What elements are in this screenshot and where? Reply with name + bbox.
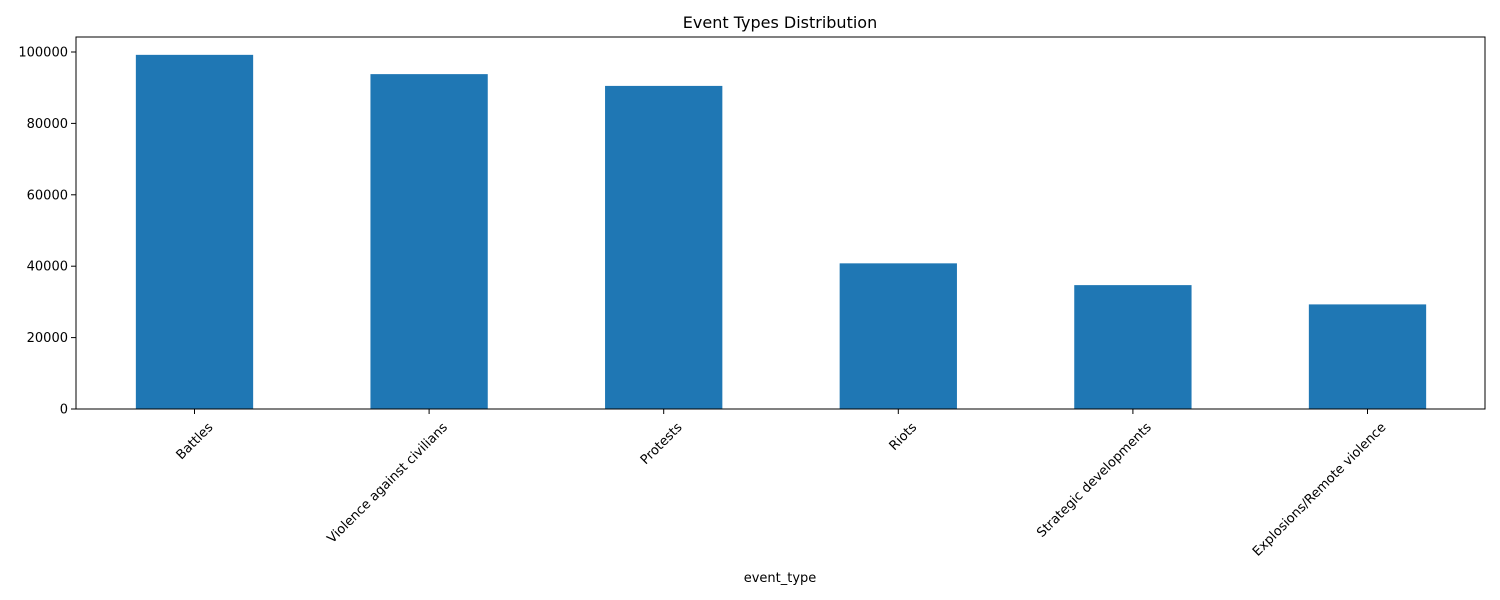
x-tick-label: Protests	[638, 420, 686, 468]
bar-protests	[605, 85, 723, 409]
x-tick-label: Strategic developments	[1034, 420, 1155, 541]
bar-strategic-developments	[1074, 285, 1192, 409]
x-axis-label: event_type	[744, 571, 817, 586]
plot-frame	[75, 36, 1486, 410]
y-axis: 0 20000 40000 60000 80000 100000	[18, 45, 76, 418]
x-tick-label: Explosions/Remote violence	[1250, 420, 1389, 559]
y-tick-label: 40000	[27, 260, 68, 275]
x-axis: Battles Violence against civilians Protest…	[174, 409, 1389, 560]
bar-riots	[839, 263, 957, 409]
y-tick-label: 100000	[18, 45, 68, 60]
y-tick-label: 60000	[27, 188, 68, 203]
x-tick-label: Riots	[887, 420, 921, 454]
bars-group	[135, 54, 1427, 410]
y-tick-label: 0	[60, 403, 68, 418]
bar-explosions-remote-violence	[1308, 304, 1427, 409]
bar-violence-against-civilians	[370, 74, 488, 409]
y-tick-label: 80000	[27, 117, 68, 132]
bar-battles	[135, 54, 254, 410]
y-tick-label: 20000	[27, 331, 68, 346]
x-tick-label: Violence against civilians	[325, 420, 451, 546]
chart-title: Event Types Distribution	[683, 13, 877, 32]
x-tick-label: Battles	[174, 420, 217, 463]
